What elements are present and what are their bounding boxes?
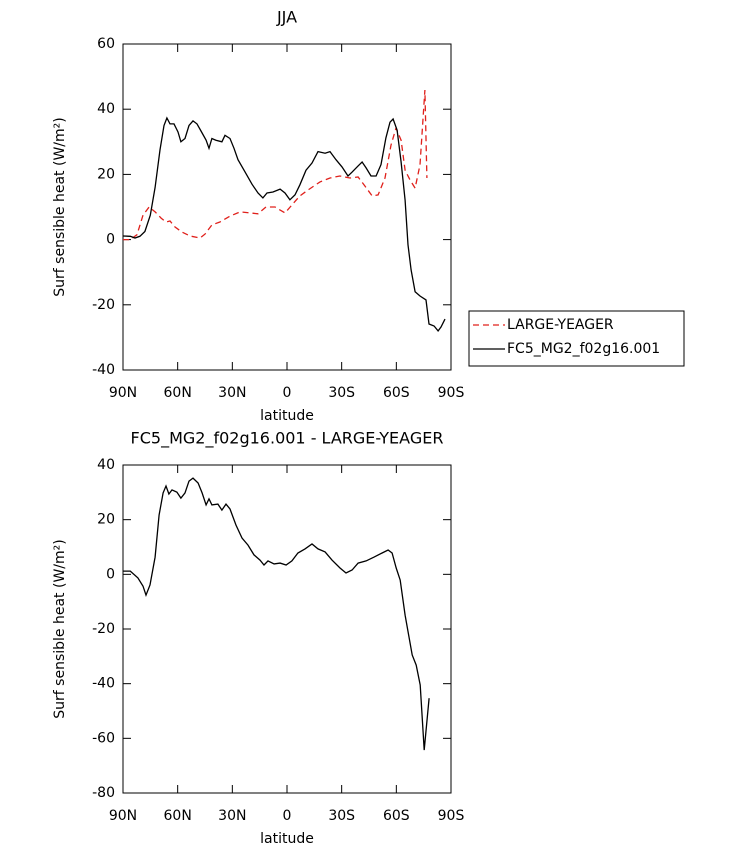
y-tick-label: 60 bbox=[97, 36, 115, 52]
x-tick-label: 90N bbox=[109, 808, 137, 824]
y-tick-label: -40 bbox=[92, 362, 115, 378]
y-tick-label: 0 bbox=[106, 566, 115, 582]
x-tick-label: 60N bbox=[164, 808, 192, 824]
y-tick-label: 20 bbox=[97, 512, 115, 528]
plot-frame bbox=[122, 464, 452, 794]
x-tick-label: 90N bbox=[109, 385, 137, 401]
chart-title: JJA bbox=[276, 8, 297, 27]
x-tick-label: 30N bbox=[218, 808, 246, 824]
y-tick-label: 40 bbox=[97, 101, 115, 117]
y-axis-label: Surf sensible heat (W/m²) bbox=[52, 539, 68, 718]
x-tick-label: 0 bbox=[283, 808, 292, 824]
y-axis-label: Surf sensible heat (W/m²) bbox=[52, 117, 68, 296]
data-line bbox=[123, 89, 428, 241]
legend-box bbox=[468, 310, 685, 367]
y-tick-label: -80 bbox=[92, 785, 115, 801]
y-tick-label: -20 bbox=[92, 621, 115, 637]
x-tick-label: 0 bbox=[283, 385, 292, 401]
x-tick-label: 90S bbox=[438, 385, 465, 401]
x-tick-label: 60N bbox=[164, 385, 192, 401]
y-tick-label: 40 bbox=[97, 457, 115, 473]
y-tick-label: -40 bbox=[92, 676, 115, 692]
x-tick-label: 90S bbox=[438, 808, 465, 824]
x-axis-label: latitude bbox=[260, 408, 314, 424]
chart-title: FC5_MG2_f02g16.001 - LARGE-YEAGER bbox=[131, 429, 444, 449]
legend-label: LARGE-YEAGER bbox=[507, 317, 614, 333]
y-tick-label: 20 bbox=[97, 166, 115, 182]
y-tick-label: -20 bbox=[92, 297, 115, 313]
x-tick-label: 30N bbox=[218, 385, 246, 401]
x-tick-label: 60S bbox=[383, 808, 410, 824]
data-line bbox=[122, 116, 446, 332]
x-tick-label: 60S bbox=[383, 385, 410, 401]
legend-label: FC5_MG2_f02g16.001 bbox=[507, 341, 660, 357]
plot-frame bbox=[122, 43, 452, 371]
y-tick-label: 0 bbox=[106, 232, 115, 248]
x-tick-label: 30S bbox=[328, 808, 355, 824]
data-line bbox=[123, 477, 430, 751]
y-tick-label: -60 bbox=[92, 730, 115, 746]
x-tick-label: 30S bbox=[328, 385, 355, 401]
x-axis-label: latitude bbox=[260, 831, 314, 847]
